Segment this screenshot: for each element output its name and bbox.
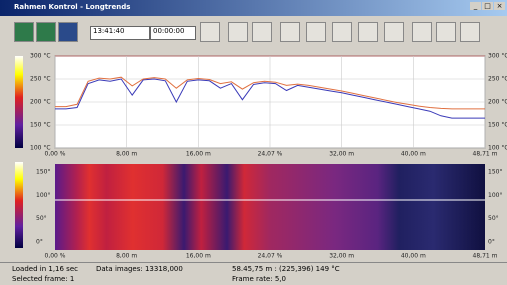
- heat-y-label: 100°: [36, 192, 50, 199]
- tool-button[interactable]: [280, 22, 300, 42]
- color-scale: [15, 162, 23, 248]
- status-text: Loaded in 1,16 sec: [12, 265, 78, 273]
- heat-x-label: 40,00 m: [401, 253, 426, 260]
- title-bar: Rahmen Kontrol - Longtrends _ □ ×: [0, 0, 507, 16]
- tool-button[interactable]: [36, 22, 56, 42]
- heat-x-label: 32,00 m: [329, 253, 354, 260]
- tool-button[interactable]: [436, 22, 456, 42]
- close[interactable]: ×: [494, 2, 505, 10]
- heat-y-label: 100°: [488, 192, 502, 199]
- heat-y-label: 50°: [488, 215, 499, 222]
- tool-button[interactable]: [412, 22, 432, 42]
- status-text: Selected frame: 1: [12, 275, 74, 283]
- tool-button[interactable]: [228, 22, 248, 42]
- heat-x-label: 16,00 m: [186, 253, 211, 260]
- x-tick-label: 24,07 %: [258, 151, 283, 158]
- page: Rahmen Kontrol - Longtrends _ □ × 13:41:…: [0, 0, 507, 284]
- tool-button[interactable]: [252, 22, 272, 42]
- tool-button[interactable]: [200, 22, 220, 42]
- color-scale: [15, 56, 23, 148]
- trend-panel: 300 °C 300 °C 250 °C 250 °C 200 °C 200 °C 150 …: [0, 50, 507, 260]
- x-tick-label: 48,71 m: [473, 151, 498, 158]
- status-bar: Loaded in 1,16 sec Data images: 13318,00…: [0, 262, 507, 285]
- heat-y-label: 50°: [36, 215, 47, 222]
- status-text: 58.45,75 m : (225,396) 149 °C: [232, 265, 340, 273]
- y-tick-label: 200 °C: [488, 99, 507, 106]
- tool-button[interactable]: [460, 22, 480, 42]
- tool-button[interactable]: [306, 22, 326, 42]
- y-tick-label: 200 °C: [30, 99, 51, 106]
- y-tick-label: 250 °C: [30, 76, 51, 83]
- x-tick-label: 40,00 m: [401, 151, 426, 158]
- x-tick-label: 16,00 m: [186, 151, 211, 158]
- tool-button[interactable]: [358, 22, 378, 42]
- tool-button[interactable]: [14, 22, 34, 42]
- y-tick-label: 300 °C: [30, 53, 51, 60]
- heat-x-label: 24,07 %: [258, 253, 283, 260]
- tool-button[interactable]: [384, 22, 404, 42]
- window-title: Rahmen Kontrol - Longtrends: [14, 3, 130, 11]
- heat-y-label: 0°: [488, 239, 495, 246]
- tool-button[interactable]: [332, 22, 352, 42]
- time-combo[interactable]: 00:00:00: [150, 26, 196, 40]
- maximize[interactable]: □: [482, 2, 493, 10]
- heat-y-label: 150°: [488, 169, 502, 176]
- y-tick-label: 150 °C: [488, 122, 507, 129]
- heat-x-label: 0,00 %: [45, 253, 66, 260]
- heatmap: [55, 164, 485, 250]
- heat-x-label: 8,00 m: [116, 253, 137, 260]
- minimize[interactable]: _: [470, 2, 481, 10]
- x-tick-label: 32,00 m: [329, 151, 354, 158]
- heat-y-label: 0°: [36, 239, 43, 246]
- y-tick-label: 250 °C: [488, 76, 507, 83]
- y-tick-label: 150 °C: [30, 122, 51, 129]
- y-tick-label: 300 °C: [488, 53, 507, 60]
- heat-x-label: 48,71 m: [473, 253, 498, 260]
- status-text: Data images: 13318,000: [96, 265, 183, 273]
- x-tick-label: 8,00 m: [116, 151, 137, 158]
- heat-y-label: 150°: [36, 169, 50, 176]
- status-text: Frame rate: 5,0: [232, 275, 286, 283]
- date-combo[interactable]: 13:41:40: [90, 26, 150, 40]
- tool-button[interactable]: [58, 22, 78, 42]
- x-tick-label: 0,00 %: [45, 151, 66, 158]
